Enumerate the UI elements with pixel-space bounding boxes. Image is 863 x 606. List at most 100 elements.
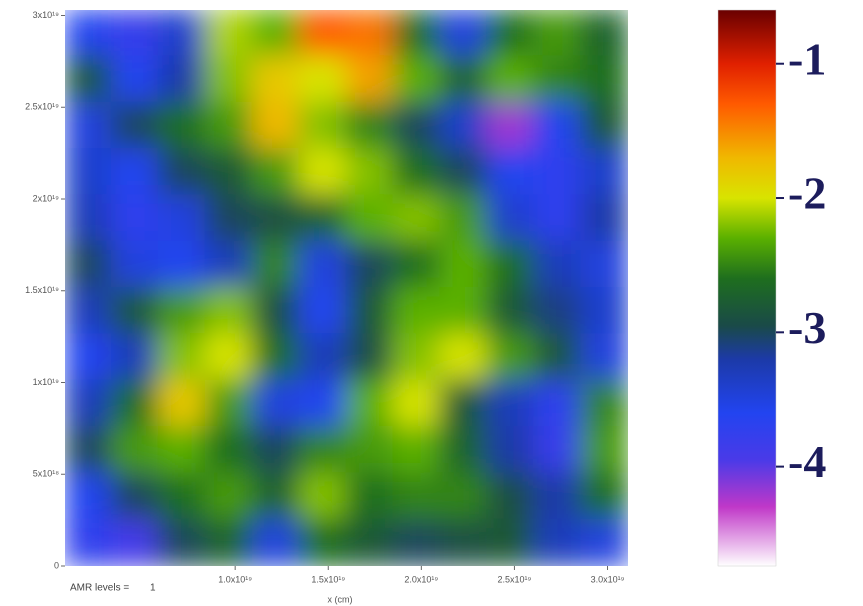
heatmap-cell bbox=[111, 148, 160, 196]
heatmap-cell bbox=[111, 472, 160, 520]
heatmap-cell bbox=[252, 287, 301, 335]
x-tick-label: 1.5x10¹⁹ bbox=[311, 574, 345, 584]
heatmap-cell bbox=[158, 380, 207, 428]
heatmap-cell bbox=[439, 287, 488, 335]
annotation: AMR levels = bbox=[70, 583, 129, 594]
heatmap-cell bbox=[252, 55, 301, 103]
x-tick-label: 1.0x10¹⁹ bbox=[218, 574, 252, 584]
heatmap-cell bbox=[111, 287, 160, 335]
heatmap-cell bbox=[111, 380, 160, 428]
heatmap-cell bbox=[252, 333, 301, 381]
heatmap-cell bbox=[580, 287, 629, 335]
x-axis-label: x (cm) bbox=[328, 594, 353, 604]
heatmap-cell bbox=[205, 426, 254, 474]
heatmap-cell bbox=[439, 148, 488, 196]
heatmap-cell bbox=[486, 472, 535, 520]
heatmap-cell bbox=[205, 380, 254, 428]
heatmap-cell bbox=[580, 148, 629, 196]
heatmap-cell bbox=[158, 241, 207, 289]
heatmap-cell bbox=[533, 102, 582, 150]
heatmap-cell bbox=[111, 426, 160, 474]
heatmap-cell bbox=[580, 55, 629, 103]
heatmap-cell bbox=[158, 55, 207, 103]
heatmap-cell bbox=[533, 241, 582, 289]
heatmap-cell bbox=[346, 55, 395, 103]
heatmap-cell bbox=[580, 426, 629, 474]
heatmap-cell bbox=[580, 241, 629, 289]
heatmap-cell bbox=[111, 333, 160, 381]
heatmap-cell bbox=[439, 426, 488, 474]
heatmap-cell bbox=[486, 194, 535, 242]
heatmap-cell bbox=[205, 287, 254, 335]
heatmap-cell bbox=[580, 519, 629, 567]
heatmap-cell bbox=[486, 241, 535, 289]
chart: x (cm) AMR levels = 1 1.0x10¹⁹1.5x10¹⁹2.… bbox=[0, 0, 863, 606]
x-tick-label: 2.5x10¹⁹ bbox=[497, 574, 531, 584]
colorbar-tick-label: -3 bbox=[788, 302, 826, 353]
heatmap-cell bbox=[533, 472, 582, 520]
heatmap-cell bbox=[299, 380, 348, 428]
heatmap-cell bbox=[205, 519, 254, 567]
heatmap-cell bbox=[533, 426, 582, 474]
heatmap-cell bbox=[439, 472, 488, 520]
heatmap-cell bbox=[64, 380, 113, 428]
heatmap-cell bbox=[439, 55, 488, 103]
heatmap-cell bbox=[64, 148, 113, 196]
heatmap-cell bbox=[580, 472, 629, 520]
heatmap-cell bbox=[252, 148, 301, 196]
heatmap-cell bbox=[486, 148, 535, 196]
heatmap-cell bbox=[346, 380, 395, 428]
heatmap-cell bbox=[486, 380, 535, 428]
heatmap-cell bbox=[299, 148, 348, 196]
heatmap-cell bbox=[299, 102, 348, 150]
heatmap-cell bbox=[346, 148, 395, 196]
heatmap-cell bbox=[533, 333, 582, 381]
heatmap-cell bbox=[580, 194, 629, 242]
colorbar-tick-label: -4 bbox=[788, 436, 826, 487]
heatmap-cell bbox=[439, 333, 488, 381]
heatmap-cell bbox=[64, 9, 113, 57]
heatmap-cell bbox=[486, 102, 535, 150]
heatmap-cell bbox=[299, 241, 348, 289]
heatmap-cell bbox=[205, 9, 254, 57]
heatmap-cell bbox=[486, 9, 535, 57]
heatmap-cell bbox=[346, 519, 395, 567]
heatmap-cell bbox=[533, 55, 582, 103]
heatmap-cell bbox=[64, 241, 113, 289]
heatmap-cell bbox=[580, 9, 629, 57]
heatmap-cell bbox=[346, 287, 395, 335]
heatmap-cell bbox=[252, 9, 301, 57]
heatmap-cell bbox=[439, 380, 488, 428]
heatmap-cell bbox=[64, 287, 113, 335]
heatmap-field bbox=[64, 9, 629, 567]
heatmap-cell bbox=[205, 194, 254, 242]
heatmap-cell bbox=[439, 241, 488, 289]
heatmap-cell bbox=[346, 241, 395, 289]
heatmap-cell bbox=[346, 194, 395, 242]
y-tick-label: 2.5x10¹⁹ bbox=[25, 102, 59, 112]
heatmap-cell bbox=[580, 380, 629, 428]
heatmap-cell bbox=[64, 426, 113, 474]
heatmap-cell bbox=[299, 333, 348, 381]
y-tick-label: 1x10¹⁹ bbox=[33, 377, 60, 387]
heatmap-cell bbox=[205, 55, 254, 103]
heatmap-cell bbox=[111, 55, 160, 103]
heatmap-cell bbox=[533, 148, 582, 196]
x-tick-label: 2.0x10¹⁹ bbox=[404, 574, 438, 584]
heatmap-cell bbox=[158, 287, 207, 335]
y-tick-label: 0 bbox=[54, 560, 59, 570]
y-tick-label: 1.5x10¹⁹ bbox=[25, 285, 59, 295]
heatmap-cell bbox=[111, 194, 160, 242]
heatmap-cell bbox=[205, 148, 254, 196]
heatmap-cell bbox=[299, 9, 348, 57]
heatmap-cell bbox=[64, 194, 113, 242]
heatmap-cell bbox=[299, 55, 348, 103]
heatmap-cell bbox=[439, 194, 488, 242]
y-tick-label: 5x10¹⁸ bbox=[33, 469, 60, 479]
heatmap-cell bbox=[392, 426, 441, 474]
heatmap-cell bbox=[392, 333, 441, 381]
heatmap-cell bbox=[64, 55, 113, 103]
heatmap-cell bbox=[392, 380, 441, 428]
heatmap-cell bbox=[158, 148, 207, 196]
heatmap-cell bbox=[111, 519, 160, 567]
